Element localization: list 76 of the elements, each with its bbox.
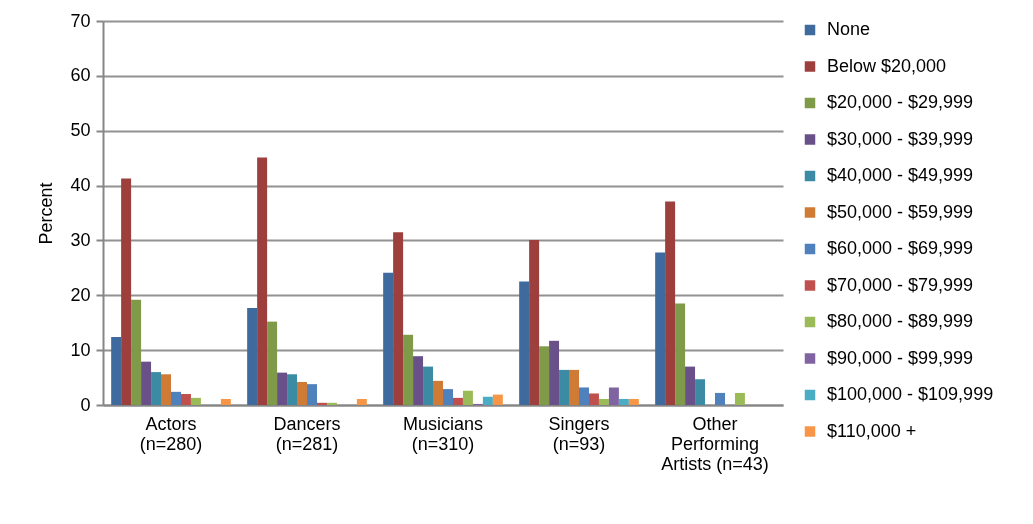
bar [734,392,745,405]
x-tick-label: Other Performing Artists (n=43) [661,413,769,474]
y-tick-label: 60 [70,65,91,86]
bar [161,374,171,405]
y-tick-label: 20 [70,284,91,305]
bar [588,393,599,405]
legend-label: $110,000 + [827,420,917,441]
bar [180,394,191,405]
bar [247,307,258,405]
bar [356,398,367,405]
y-tick-label: 50 [70,120,91,141]
bar [277,372,288,405]
bar [695,379,706,405]
x-tick-label: Actors (n=280) [139,413,203,454]
y-axis-title: Percent [36,182,57,245]
legend-label: None [827,19,871,39]
x-tick-label: Dancers (n=281) [273,413,341,454]
bar [559,369,570,405]
bar [307,384,317,405]
bar [257,157,268,405]
bar [287,374,298,405]
bar [433,380,443,405]
bar [519,281,530,405]
bar [121,178,132,405]
y-tick-label: 30 [70,229,91,250]
bar [383,272,394,405]
bar [316,402,327,405]
bar [297,381,307,405]
bar [569,369,579,405]
bar [618,398,629,405]
bar [326,402,337,405]
bar [190,397,201,405]
x-tick-label: Musicians (n=310) [402,413,484,454]
bar [267,321,278,405]
bar [111,336,122,405]
bar [452,397,463,405]
legend-label: $70,000 - $79,999 [827,274,974,295]
legend-label: $90,000 - $99,999 [827,347,974,368]
bar [529,239,540,405]
bar [598,398,609,405]
bar [628,398,639,405]
bar [141,361,152,405]
y-tick-label: 40 [70,175,91,196]
y-tick-label: 10 [70,339,91,360]
bar [393,232,404,405]
bar [462,390,473,405]
legend-label: $20,000 - $29,999 [827,92,974,112]
bar [675,303,686,405]
legend-label: $80,000 - $89,999 [827,311,974,331]
bar [423,366,434,405]
bar [151,372,162,405]
bar [539,346,550,405]
bar [608,387,619,405]
bar [482,396,493,405]
bar [403,334,414,405]
bar [443,389,453,405]
y-tick-label: 70 [70,10,91,31]
bar [413,356,424,405]
bar [579,387,589,405]
bar [492,394,503,405]
y-tick-label: 0 [80,394,91,415]
bar [685,366,696,405]
bar [220,398,231,405]
legend-label: $60,000 - $69,999 [827,238,974,258]
bar [171,391,181,405]
legend-label: $40,000 - $49,999 [827,165,974,185]
legend-label: $100,000 - $109,999 [827,384,994,404]
legend-label: Below $20,000 [827,55,947,76]
legend-label: $30,000 - $39,999 [827,128,974,149]
bar [549,340,560,405]
bar [131,299,142,405]
bar [655,252,666,405]
bar [715,392,725,405]
legend-label: $50,000 - $59,999 [827,201,974,222]
bar [665,201,676,405]
x-tick-label: Singers (n=93) [548,413,610,454]
